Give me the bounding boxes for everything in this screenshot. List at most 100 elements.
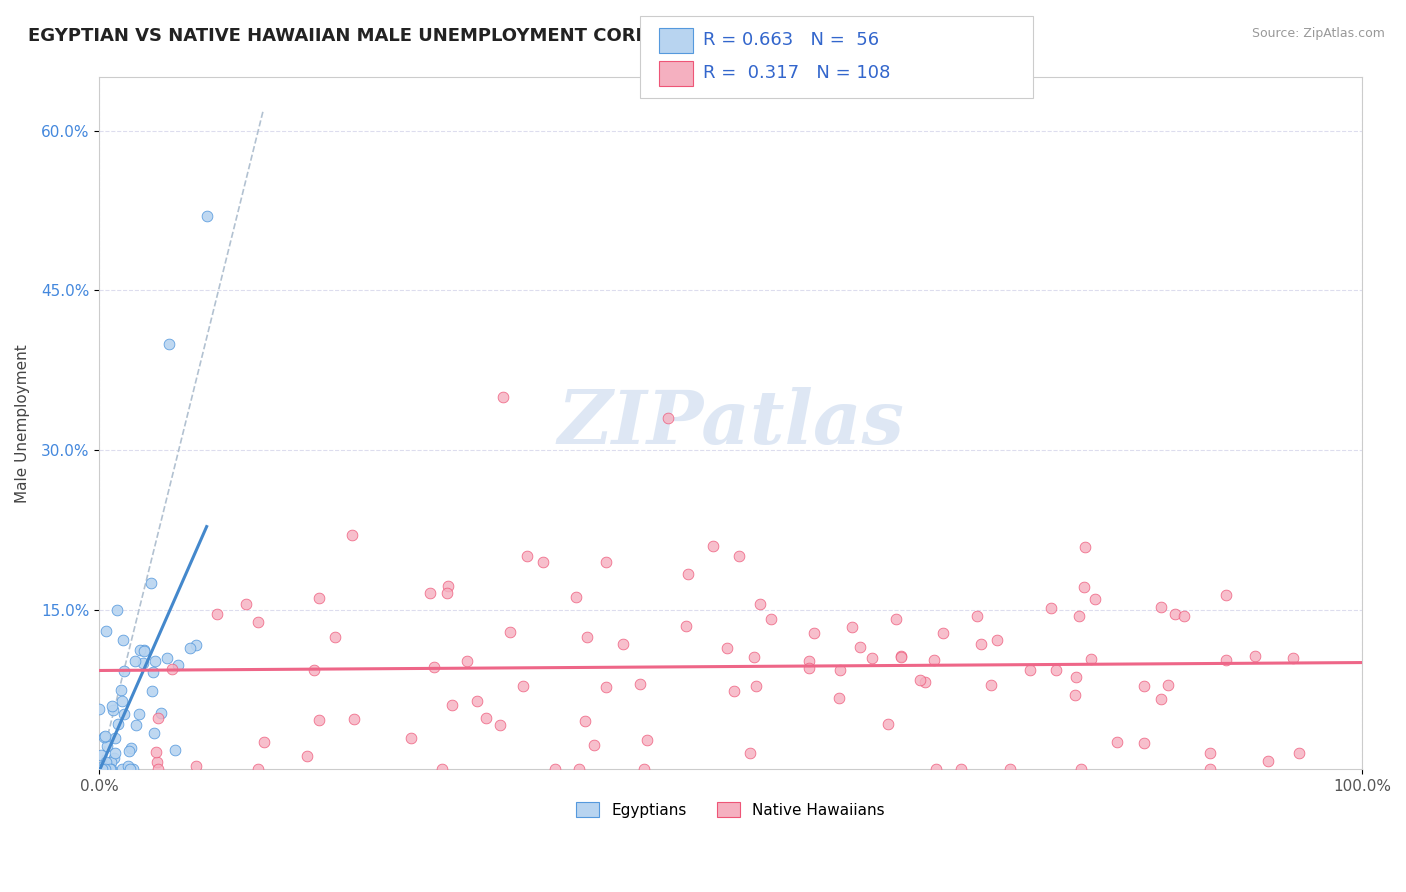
Point	[797, 655, 820, 669]
Point	[489, 718, 512, 732]
Text: R =  0.317   N = 108: R = 0.317 N = 108	[703, 64, 890, 82]
Point	[1199, 747, 1222, 761]
Point	[340, 528, 363, 542]
Point	[112, 706, 135, 721]
Point	[125, 717, 148, 731]
Point	[980, 677, 1002, 691]
Point	[142, 665, 165, 679]
Text: R = 0.663   N =  56: R = 0.663 N = 56	[703, 31, 879, 49]
Point	[156, 651, 179, 665]
Point	[890, 648, 912, 663]
Point	[308, 591, 330, 606]
Legend: Egyptians, Native Hawaiians: Egyptians, Native Hawaiians	[571, 796, 891, 824]
Point	[924, 653, 946, 667]
Point	[1215, 653, 1237, 667]
Point	[986, 633, 1008, 648]
Point	[100, 698, 122, 713]
Point	[841, 620, 863, 634]
Point	[970, 637, 993, 651]
Point	[914, 675, 936, 690]
Point	[675, 618, 697, 632]
Point	[759, 612, 782, 626]
Point	[91, 762, 114, 776]
Text: EGYPTIAN VS NATIVE HAWAIIAN MALE UNEMPLOYMENT CORRELATION CHART: EGYPTIAN VS NATIVE HAWAIIAN MALE UNEMPLO…	[28, 27, 808, 45]
Point	[94, 759, 117, 773]
Point	[499, 625, 522, 640]
Point	[149, 706, 172, 721]
Point	[104, 731, 127, 746]
Point	[132, 644, 155, 658]
Point	[103, 750, 125, 764]
Point	[101, 703, 124, 717]
Point	[246, 615, 269, 629]
Point	[91, 759, 114, 773]
Point	[160, 662, 183, 676]
Point	[884, 612, 907, 626]
Point	[516, 549, 538, 563]
Y-axis label: Male Unemployment: Male Unemployment	[15, 344, 30, 503]
Point	[132, 657, 155, 671]
Point	[1149, 599, 1171, 614]
Point	[1173, 609, 1195, 624]
Point	[235, 597, 257, 611]
Point	[419, 586, 441, 600]
Point	[184, 759, 207, 773]
Point	[531, 556, 554, 570]
Point	[167, 658, 190, 673]
Point	[1045, 663, 1067, 677]
Point	[118, 762, 141, 776]
Point	[1215, 588, 1237, 602]
Point	[657, 411, 679, 425]
Point	[678, 567, 700, 582]
Point	[98, 762, 121, 776]
Point	[1070, 762, 1092, 776]
Point	[325, 630, 347, 644]
Point	[121, 762, 143, 776]
Point	[441, 698, 464, 712]
Point	[1000, 762, 1022, 776]
Point	[860, 651, 883, 665]
Point	[253, 735, 276, 749]
Point	[91, 761, 114, 775]
Point	[848, 640, 870, 654]
Point	[1199, 762, 1222, 776]
Point	[100, 762, 122, 776]
Point	[1080, 651, 1102, 665]
Point	[740, 746, 762, 760]
Point	[1074, 541, 1097, 555]
Point	[146, 755, 169, 769]
Point	[1084, 591, 1107, 606]
Point	[143, 654, 166, 668]
Point	[544, 762, 567, 776]
Point	[105, 603, 128, 617]
Point	[745, 679, 768, 693]
Point	[302, 663, 325, 677]
Point	[430, 762, 453, 776]
Point	[141, 684, 163, 698]
Point	[456, 654, 478, 668]
Point	[134, 643, 156, 657]
Point	[118, 744, 141, 758]
Point	[247, 762, 270, 776]
Point	[139, 575, 162, 590]
Point	[128, 706, 150, 721]
Point	[91, 762, 114, 776]
Point	[890, 650, 912, 665]
Text: ZIPatlas: ZIPatlas	[557, 387, 904, 459]
Point	[107, 716, 129, 731]
Point	[742, 650, 765, 665]
Point	[1133, 736, 1156, 750]
Point	[343, 712, 366, 726]
Point	[120, 741, 142, 756]
Point	[797, 661, 820, 675]
Point	[575, 630, 598, 644]
Point	[205, 607, 228, 621]
Point	[908, 673, 931, 687]
Point	[1257, 754, 1279, 768]
Point	[93, 729, 115, 743]
Point	[475, 711, 498, 725]
Point	[437, 579, 460, 593]
Point	[111, 762, 134, 776]
Point	[465, 693, 488, 707]
Point	[297, 748, 319, 763]
